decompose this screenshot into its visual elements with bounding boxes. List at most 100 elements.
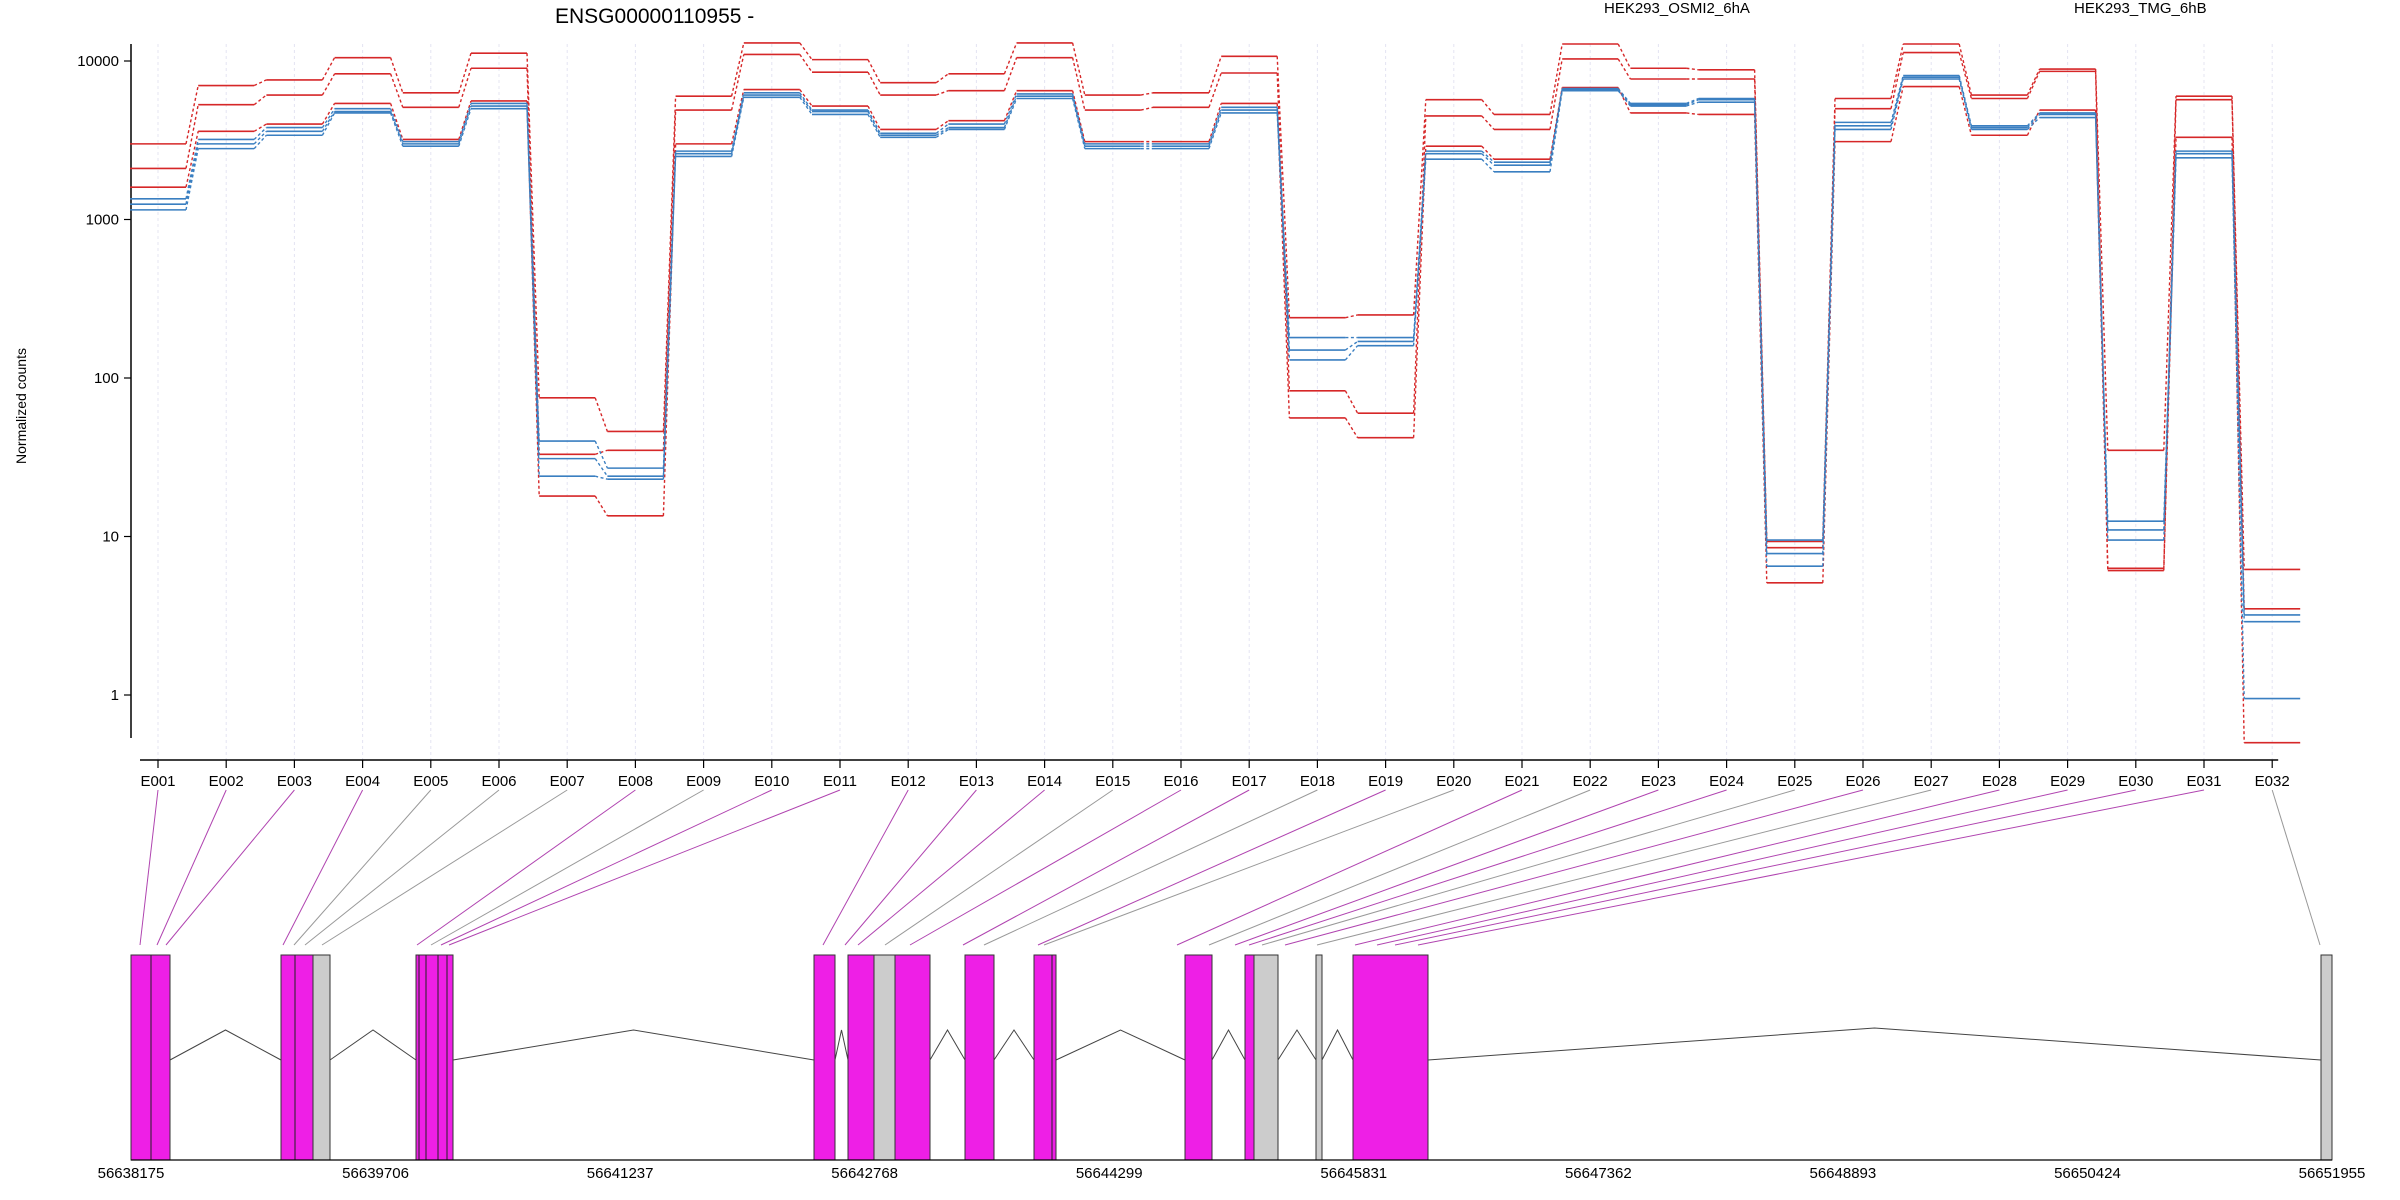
data-connector (1549, 43, 1563, 115)
data-connector (1208, 103, 1222, 142)
data-connector (1549, 89, 1563, 166)
exon-connector (1261, 789, 1795, 946)
data-connector (526, 53, 540, 398)
data-connector (594, 458, 608, 477)
data-connector (321, 73, 336, 96)
data-connector (662, 156, 677, 480)
x-tick-label: E022 (1573, 773, 1608, 790)
x-tick-label: E002 (209, 773, 244, 790)
data-connector (1412, 159, 1427, 346)
x-tick-label: E026 (1845, 773, 1880, 790)
data-connector (935, 123, 949, 134)
data-connector (1686, 67, 1699, 71)
data-connector (458, 68, 472, 108)
x-tick-label: E014 (1027, 773, 1062, 790)
data-connector (1003, 42, 1018, 75)
series-4 (130, 74, 2301, 616)
x-tick-label: E021 (1504, 773, 1539, 790)
data-connector (321, 112, 336, 136)
genomic-coordinate-label: 56648893 (1810, 1165, 1877, 1182)
x-tick-label: E010 (754, 773, 789, 790)
intron-line (834, 1029, 849, 1061)
data-connector (867, 114, 881, 138)
data-connector (935, 89, 949, 96)
data-connector (1071, 42, 1086, 96)
x-tick-label: E025 (1777, 773, 1812, 790)
exon-connector (1316, 789, 1932, 946)
data-connector (253, 94, 267, 106)
exon-connector (1043, 789, 1454, 946)
data-connector (1890, 77, 1904, 126)
exon-connector (884, 789, 1114, 946)
data-connector (2163, 96, 2177, 451)
exon-block (813, 954, 836, 1161)
intron-line (1055, 1029, 1186, 1061)
intron-line (929, 1029, 966, 1061)
data-connector (1140, 92, 1154, 96)
data-connector (2026, 109, 2041, 136)
exon-connector (1176, 789, 1523, 946)
exon-connector (1037, 789, 1386, 946)
x-tick-label: E028 (1982, 773, 2017, 790)
exon-block (1244, 954, 1255, 1161)
data-connector (594, 449, 608, 455)
data-connector (185, 131, 199, 188)
intron-line (993, 1029, 1035, 1061)
gene-model: 56638175 56639706 56641237 56642768 56644299… (98, 954, 2365, 1182)
data-connector (2094, 68, 2109, 451)
data-connector (867, 59, 881, 83)
y-tick-label: 1 (111, 687, 119, 704)
exon-connector (844, 789, 977, 946)
data-connector (253, 79, 267, 87)
data-connector (935, 127, 949, 136)
exon-connector (293, 789, 432, 946)
exon-connector (430, 789, 704, 946)
exon-connector (139, 789, 159, 946)
exon-connector (1394, 789, 2136, 946)
intron-line (1211, 1028, 1246, 1061)
data-connector (1753, 102, 1768, 567)
data-connector (594, 495, 608, 517)
exon-block (964, 954, 995, 1161)
x-tick-labels: E001 E002 E003 E004 E005 E006 E007 E008 E009 E010… (140, 760, 2290, 790)
data-connector (1344, 417, 1359, 439)
intron-line (1321, 1028, 1354, 1061)
y-axis-label: Normalized counts (13, 348, 29, 464)
x-tick-label: E006 (481, 773, 516, 790)
data-connector (1753, 99, 1768, 554)
data-connector (1412, 115, 1427, 414)
data-connector (867, 111, 881, 136)
x-tick-label: E019 (1368, 773, 1403, 790)
data-connector (2026, 71, 2041, 99)
exon-connector (822, 789, 909, 946)
data-connector (185, 148, 199, 211)
data-connector (935, 128, 949, 138)
data-connector (1686, 99, 1699, 106)
data-connector (253, 130, 267, 145)
genomic-coordinate-label: 56639706 (342, 1165, 409, 1182)
genomic-coordinate-label: 56645831 (1320, 1165, 1387, 1182)
data-connector (2231, 151, 2245, 615)
data-connector (1617, 43, 1632, 69)
series-5 (130, 76, 2301, 623)
data-connector (867, 71, 881, 96)
data-connector (867, 109, 881, 134)
y-tick-label: 10 (102, 529, 119, 546)
data-connector (2026, 112, 2041, 127)
data-connector (935, 120, 949, 131)
exon-connector (962, 789, 1250, 946)
data-connector (1481, 145, 1495, 160)
data-connector (1003, 95, 1018, 128)
exon-connector (416, 789, 636, 946)
data-connector (1822, 129, 1836, 567)
exon-connector (1248, 789, 1727, 946)
genomic-coordinate-label: 56647362 (1565, 1165, 1632, 1182)
x-tick-label: E005 (413, 773, 448, 790)
x-tick-label: E018 (1300, 773, 1335, 790)
y-tick-label: 1000 (86, 212, 119, 229)
data-connector (526, 105, 540, 459)
data-connector (2094, 117, 2109, 541)
intron-line (1277, 1029, 1317, 1061)
data-connector (1481, 115, 1495, 130)
